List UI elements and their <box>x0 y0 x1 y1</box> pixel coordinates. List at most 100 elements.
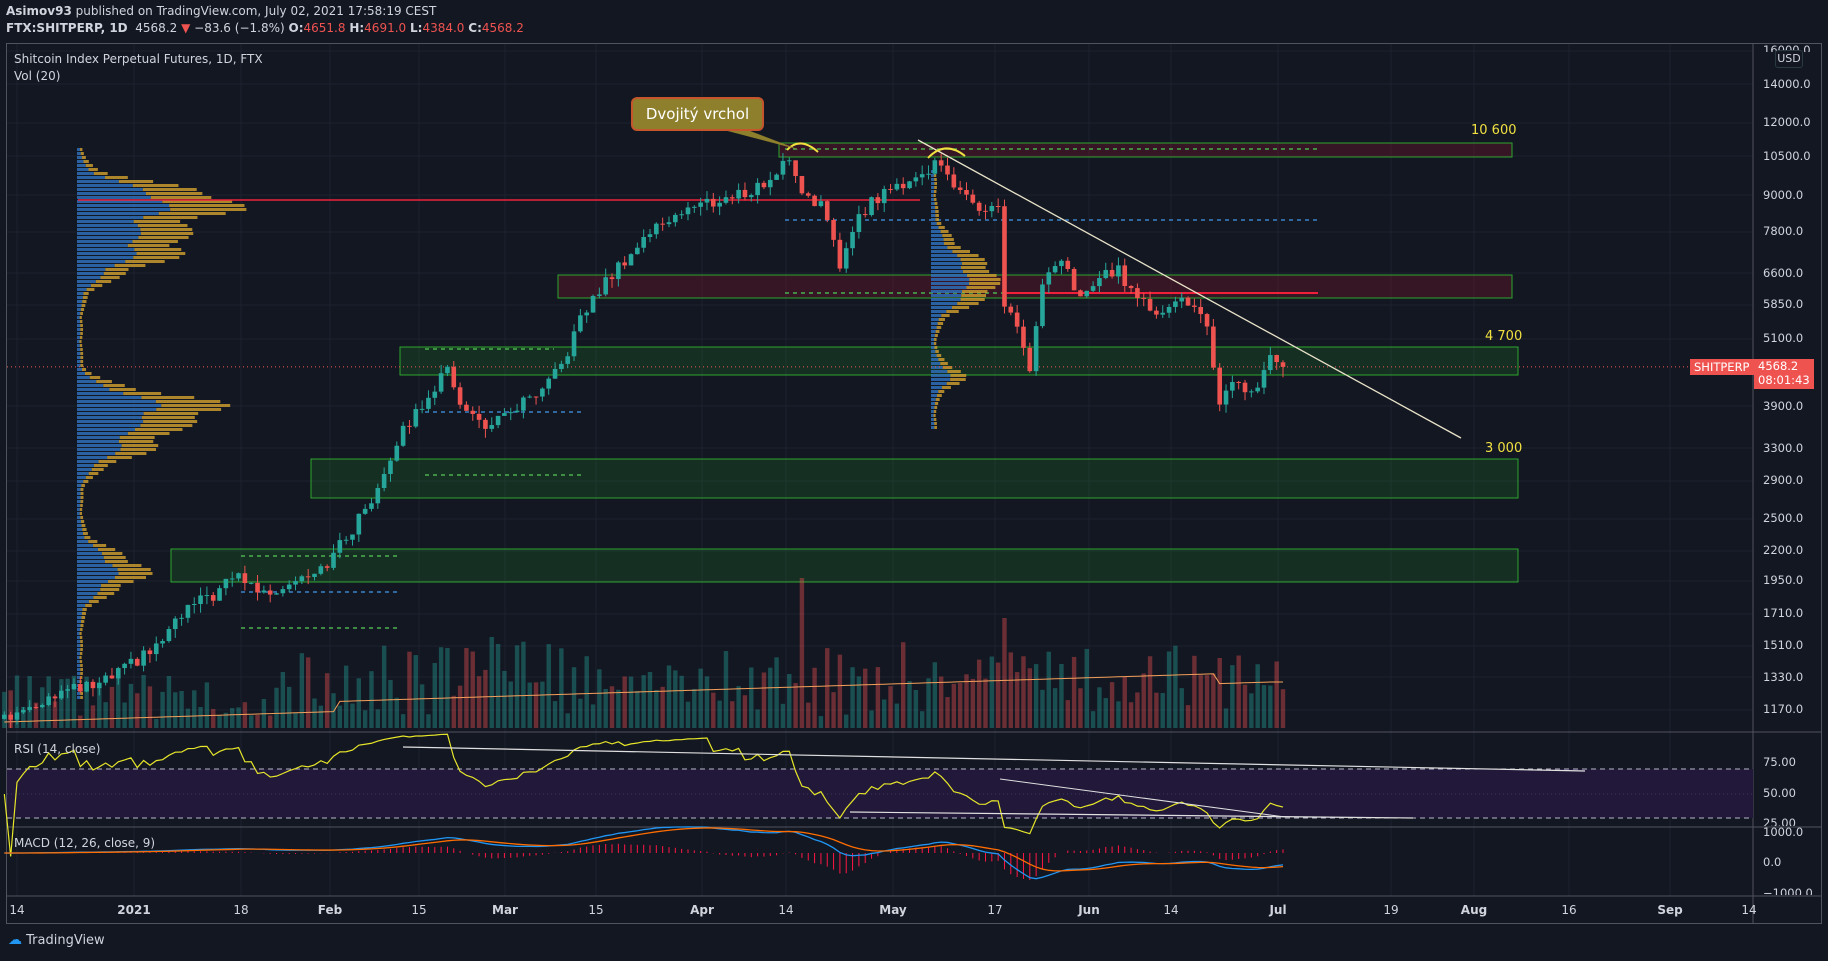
volume-profile-bar <box>77 496 81 499</box>
volume-bar <box>33 702 39 728</box>
volume-profile-bar <box>80 332 83 335</box>
volume-profile-bar <box>77 256 134 259</box>
o-label: O: <box>288 21 304 35</box>
volume-profile-bar <box>77 268 106 271</box>
volume-profile-bar <box>940 230 949 233</box>
volume-bar <box>1280 689 1286 728</box>
price-tick: 14000.0 <box>1763 76 1811 91</box>
candle-body <box>1021 326 1026 348</box>
time-tick: Jun <box>1078 903 1100 917</box>
volume-profile-bar <box>150 196 212 199</box>
publish-text: published on TradingView.com, July 02, 2… <box>75 4 437 18</box>
volume-bar <box>679 675 684 728</box>
volume-bar <box>831 692 836 728</box>
volume-profile-bar <box>79 632 82 635</box>
volume-profile-bar <box>118 440 154 443</box>
volume-bar <box>584 656 589 728</box>
time-tick: 15 <box>411 903 427 917</box>
volume-bar <box>901 642 906 728</box>
volume-profile-bar <box>77 456 108 459</box>
volume-bar <box>362 710 368 728</box>
candle-body <box>248 582 254 584</box>
volume-profile-bar <box>931 330 936 333</box>
volume-profile-bar <box>77 304 82 307</box>
volume-profile-bar <box>79 508 83 511</box>
volume-profile-bar <box>77 184 133 187</box>
volume-bar <box>1236 655 1241 728</box>
volume-profile-bar <box>77 488 81 491</box>
volume-profile-bar <box>117 568 151 571</box>
volume-profile-bar <box>931 194 934 197</box>
candle-body <box>1204 314 1210 327</box>
volume-profile-bar <box>98 460 117 463</box>
volume-profile-bar <box>77 696 81 699</box>
candle-body <box>869 197 874 216</box>
volume-profile-bar <box>161 404 231 407</box>
candle-body <box>913 177 919 182</box>
level-label-10600: 10 600 <box>1471 123 1517 138</box>
candle-body <box>141 650 146 666</box>
candle-body <box>375 488 381 504</box>
volume-profile-bar <box>77 568 118 571</box>
volume-bar <box>179 691 184 728</box>
time-tick: 14 <box>9 903 25 917</box>
volume-profile-bar <box>81 620 85 623</box>
candle-body <box>533 396 539 398</box>
volume-bar <box>457 685 463 728</box>
tradingview-logo[interactable]: ☁ TradingView <box>8 932 105 948</box>
volume-profile-bar <box>934 202 938 205</box>
volume-profile-bar <box>935 350 939 353</box>
volume-profile-bar <box>933 194 936 197</box>
candle-body <box>1116 265 1121 277</box>
candle-body <box>1217 367 1222 405</box>
volume-profile-bar <box>931 214 936 217</box>
chart-frame <box>6 43 1822 924</box>
candle-body <box>1185 297 1191 306</box>
h-label: H: <box>349 21 365 35</box>
volume-profile-bar <box>79 676 83 679</box>
volume-profile-bar <box>77 572 119 575</box>
callout-pointer <box>720 129 800 150</box>
candle-body <box>983 210 988 212</box>
volume-profile-bar <box>77 276 101 279</box>
candle-body <box>521 397 526 411</box>
volume-profile-bar <box>938 226 945 229</box>
volume-profile-bar <box>77 564 113 567</box>
volume-bar <box>394 697 399 728</box>
annotation-callout[interactable]: Dvojitý vrchol <box>631 97 764 131</box>
volume-profile-bar <box>81 616 86 619</box>
volume-profile-bar <box>93 596 107 599</box>
candle-body <box>267 590 273 595</box>
volume-profile-bar <box>133 220 181 223</box>
volume-profile-bar <box>80 308 85 311</box>
volume-profile-bar <box>931 238 944 241</box>
volume-profile-bar <box>80 640 83 643</box>
volume-profile-bar <box>132 184 179 187</box>
candle-body <box>654 223 659 235</box>
volume-profile-bar <box>77 432 128 435</box>
volume-profile-bar <box>933 174 937 177</box>
candle-body <box>704 198 710 203</box>
volume-bar <box>1040 689 1045 728</box>
volume-profile-bar <box>143 412 199 415</box>
volume-bar <box>1204 675 1210 728</box>
volume-profile-bar <box>931 198 935 201</box>
volume-profile-bar <box>77 356 81 359</box>
volume-bar <box>812 667 817 728</box>
volume-profile-bar <box>108 580 134 583</box>
candle-body <box>1154 310 1159 315</box>
volume-bar <box>438 647 444 728</box>
volume-bar <box>2 691 7 728</box>
volume-bar <box>559 648 564 728</box>
candle-body <box>381 473 387 489</box>
candle-body <box>331 552 336 568</box>
volume-bar <box>666 665 672 728</box>
volume-profile-bar <box>77 248 135 251</box>
volume-profile-bar <box>80 644 84 647</box>
currency-button[interactable]: USD <box>1775 50 1803 68</box>
volume-profile-bar <box>931 334 935 337</box>
volume-profile-bar <box>936 222 942 225</box>
volume-bar <box>1268 685 1273 728</box>
candle-body <box>729 197 735 199</box>
